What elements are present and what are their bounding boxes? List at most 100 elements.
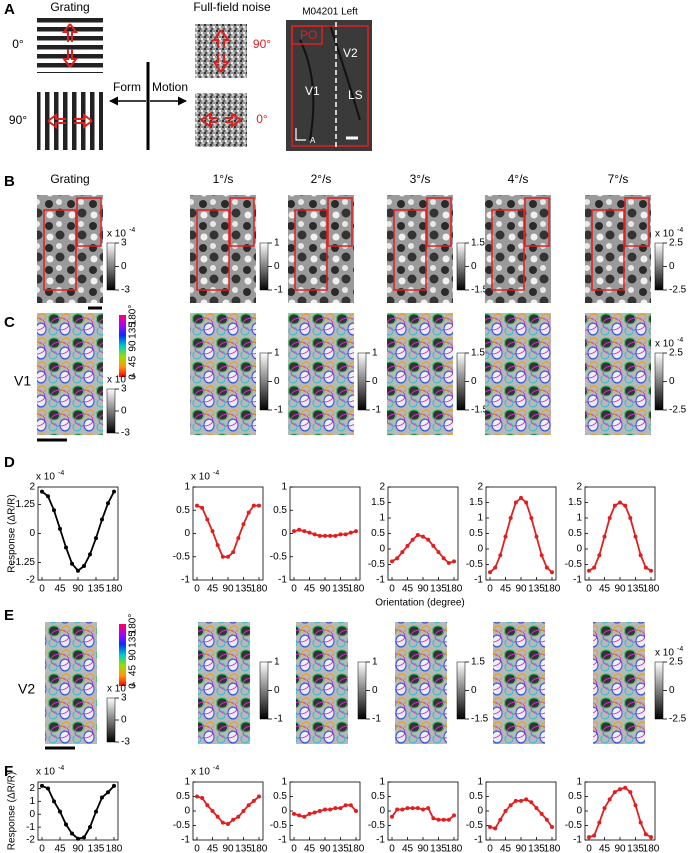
multiplier-exponent: -4 [129, 373, 135, 380]
data-point [328, 807, 333, 812]
data-point [597, 553, 602, 558]
y-tick-label: 0.5 [371, 791, 385, 802]
colorbar-tick-label: 0 [471, 685, 477, 696]
tuning-curve [196, 795, 260, 825]
data-point [52, 799, 56, 804]
orientation-label: 180° [128, 305, 139, 326]
data-point [64, 545, 68, 550]
cortex-image [286, 20, 372, 151]
column-title: 2°/s [311, 172, 332, 186]
data-point [633, 803, 638, 808]
x-tick-label: 180 [643, 584, 660, 595]
response-map [485, 195, 551, 303]
data-point [587, 835, 591, 840]
data-point [312, 810, 317, 815]
roi-box [393, 209, 427, 291]
x-tick-label: 0 [487, 844, 493, 853]
x-tick-label: 90 [417, 584, 429, 595]
grating-image [37, 92, 103, 150]
colorbar-tick-label: 0 [669, 376, 675, 387]
multiplier-exponent: -4 [677, 227, 683, 234]
data-point [106, 790, 110, 795]
panel-label: D [4, 454, 15, 471]
data-point [498, 817, 503, 822]
x-tick-label: 90 [515, 844, 527, 853]
plot-frame [485, 781, 557, 841]
colorbar-tick-label: 0 [471, 376, 477, 387]
multiplier-exponent: -4 [213, 470, 219, 477]
y-tick-label: -0.5 [173, 820, 191, 831]
area-label: PO [300, 28, 317, 42]
area-label: LS [348, 88, 363, 102]
x-tick-label: 180 [348, 584, 365, 595]
colorbar-tick-label: 0 [121, 406, 127, 417]
data-point [628, 790, 633, 795]
data-point [100, 517, 104, 522]
data-point [623, 503, 628, 508]
data-point [338, 532, 343, 537]
y-tick-label: -0.5 [565, 820, 583, 831]
data-point [638, 553, 643, 558]
data-point [488, 570, 492, 575]
data-point [302, 529, 307, 534]
x-tick-label: 135 [627, 844, 644, 853]
colorbar-tick-label: 2.5 [669, 238, 683, 249]
y-tick-label: 1 [29, 796, 35, 807]
y-tick-label: 0 [576, 544, 582, 555]
y-tick-label: 0 [281, 806, 287, 817]
data-point [431, 543, 436, 548]
data-point [205, 517, 210, 522]
column-title: 7°/s [608, 172, 629, 186]
data-point [312, 532, 317, 537]
multiplier-exponent: -4 [129, 682, 135, 689]
data-point [607, 516, 612, 520]
orientation-label: 45 [128, 665, 139, 677]
column-title: 1°/s [213, 172, 234, 186]
data-point [441, 556, 446, 561]
colorbar [456, 352, 466, 411]
panel-label: B [4, 173, 15, 190]
colorbar-tick-label: 3 [121, 384, 127, 395]
colorbar-tick-label: -3 [121, 285, 130, 296]
orientation-label: 45 [128, 356, 139, 368]
panel-label: E [4, 607, 14, 624]
row-label: V2 [18, 681, 35, 697]
data-point [544, 817, 549, 822]
y-tick-label: -1 [474, 575, 483, 586]
orientation-map [387, 313, 453, 435]
x-tick-label: 135 [528, 844, 545, 853]
colorbar-tick-label: -1 [274, 285, 283, 296]
area-label: V2 [343, 46, 358, 60]
data-point [592, 565, 597, 570]
x-tick-label: 180 [106, 844, 123, 853]
data-point [415, 806, 420, 811]
y-tick-label: -0.5 [270, 551, 288, 562]
colorbar [357, 352, 367, 411]
multiplier: x 10 [107, 229, 126, 240]
data-point [231, 817, 236, 822]
data-point [307, 530, 312, 535]
x-tick-label: 45 [599, 584, 611, 595]
data-point [395, 807, 400, 812]
row-label: V1 [14, 373, 31, 389]
data-point [452, 813, 456, 818]
data-point [94, 536, 98, 541]
y-tick-label: -0.5 [368, 559, 386, 570]
data-point [323, 533, 327, 538]
y-tick-label: 0 [477, 544, 483, 555]
data-point [592, 833, 597, 838]
data-point [297, 813, 302, 818]
y-tick-label: 0.5 [371, 528, 385, 539]
data-point [649, 835, 653, 840]
colorbar-tick-label: 1 [274, 348, 280, 359]
x-axis-label: Orientation (degree) [375, 598, 465, 609]
data-point [587, 568, 591, 573]
data-point [292, 811, 296, 816]
colorbar-tick-label: 1.5 [471, 238, 485, 249]
y-tick-label: -0.5 [173, 551, 191, 562]
roi-box [291, 25, 323, 45]
x-tick-label: 180 [544, 584, 561, 595]
angle-label: 90° [9, 113, 27, 127]
x-tick-label: 135 [528, 584, 545, 595]
colorbar-tick-label: -1 [274, 405, 283, 416]
